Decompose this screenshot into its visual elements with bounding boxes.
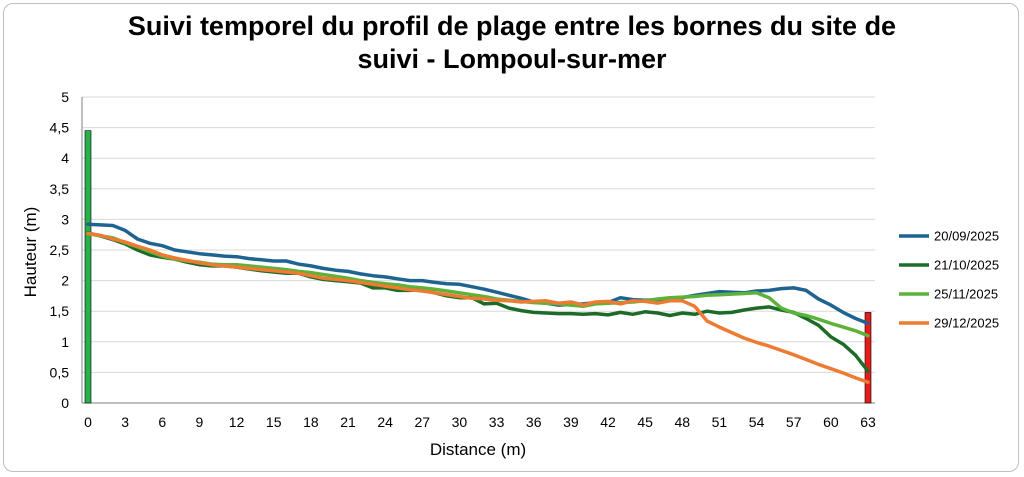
y-tick-label: 5 — [61, 89, 69, 105]
chart-frame — [3, 3, 1019, 472]
chart-title-line1: Suivi temporel du profil de plage entre … — [127, 11, 897, 41]
x-tick-label: 30 — [452, 414, 468, 430]
boundary-marker-bar — [864, 312, 872, 404]
x-tick-label: 63 — [860, 414, 876, 430]
chart-title-line2: suivi - Lompoul-sur-mer — [357, 44, 667, 74]
x-tick-label: 60 — [823, 414, 839, 430]
x-tick-label: 15 — [266, 414, 282, 430]
x-tick-label: 36 — [526, 414, 542, 430]
y-tick-label: 4,5 — [50, 120, 70, 136]
x-tick-label: 48 — [674, 414, 690, 430]
y-tick-label: 3,5 — [50, 181, 70, 197]
x-tick-label: 33 — [489, 414, 505, 430]
x-tick-label: 18 — [303, 414, 319, 430]
x-tick-label: 45 — [637, 414, 653, 430]
y-tick-label: 3 — [61, 211, 69, 227]
legend: 20/09/2025 21/10/2025 25/11/2025 29/12/2025 — [899, 229, 999, 331]
y-tick-label: 2,5 — [50, 242, 70, 258]
y-tick-label: 0 — [61, 395, 69, 411]
x-tick-label: 6 — [158, 414, 166, 430]
x-tick-label: 27 — [414, 414, 430, 430]
boundary-marker-bar — [84, 130, 92, 404]
legend-label: 25/11/2025 — [934, 287, 998, 302]
x-tick-label: 0 — [84, 414, 92, 430]
x-tick-label: 39 — [563, 414, 579, 430]
x-axis-label: Distance (m) — [430, 440, 526, 459]
x-tick-label: 54 — [749, 414, 765, 430]
series-line — [86, 231, 870, 384]
y-tick-label: 4 — [61, 150, 69, 166]
legend-label: 29/12/2025 — [934, 316, 999, 331]
legend-label: 20/09/2025 — [934, 229, 999, 244]
y-axis-ticks: 0 0,5 1 1,5 2 2,5 3 3,5 4 4,5 5 — [50, 89, 70, 411]
x-tick-label: 51 — [712, 414, 728, 430]
x-tick-label: 42 — [600, 414, 616, 430]
y-tick-label: 2 — [61, 273, 69, 289]
boundary-markers — [84, 130, 872, 404]
y-tick-label: 1 — [61, 334, 69, 350]
x-tick-label: 3 — [121, 414, 129, 430]
x-axis-ticks: 0 3 6 9 12 15 18 21 24 27 30 33 36 39 42 45 48 51 54 57 60 63 — [84, 414, 876, 430]
x-tick-label: 24 — [377, 414, 393, 430]
axes — [81, 97, 875, 404]
y-axis-label: Hauteur (m) — [21, 207, 40, 298]
gridlines — [82, 96, 875, 373]
y-tick-label: 1,5 — [50, 303, 70, 319]
x-tick-label: 12 — [229, 414, 245, 430]
x-tick-label: 9 — [196, 414, 204, 430]
legend-label: 21/10/2025 — [934, 258, 999, 273]
x-tick-label: 21 — [340, 414, 356, 430]
chart-title: Suivi temporel du profil de plage entre … — [0, 10, 1024, 76]
x-tick-label: 57 — [786, 414, 802, 430]
y-tick-label: 0,5 — [50, 364, 70, 380]
series-line — [86, 231, 870, 338]
series-lines — [86, 222, 870, 384]
